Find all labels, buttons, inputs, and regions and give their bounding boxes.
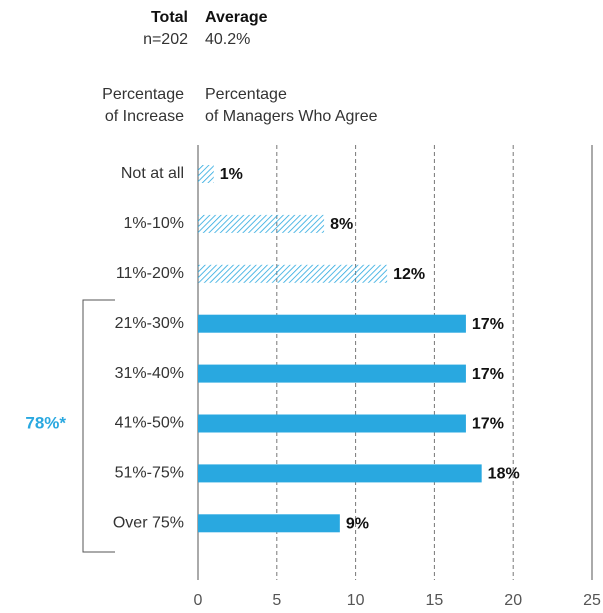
bar [198, 264, 388, 283]
value-label: 17% [472, 416, 504, 433]
bar [198, 214, 325, 233]
bar [198, 314, 466, 333]
average-value: 40.2% [205, 31, 250, 48]
y-tick-label: 11%-20% [116, 265, 184, 282]
bar [198, 514, 340, 533]
value-header: of Managers Who Agree [205, 108, 378, 125]
y-tick-label: 31%-40% [115, 365, 184, 382]
value-label: 12% [393, 266, 425, 283]
value-label: 1% [220, 166, 243, 183]
bar [198, 364, 466, 383]
bar [198, 464, 482, 483]
x-tick-label: 5 [272, 592, 281, 609]
bar [198, 414, 466, 433]
total-n: n=202 [143, 31, 188, 48]
y-tick-label: 21%-30% [115, 315, 184, 332]
value-label: 17% [472, 316, 504, 333]
x-tick-label: 10 [347, 592, 365, 609]
y-tick-label: Not at all [121, 165, 184, 182]
category-header: of Increase [105, 108, 184, 125]
y-tick-label: 1%-10% [124, 215, 184, 232]
value-label: 18% [488, 466, 520, 483]
value-label: 9% [346, 516, 369, 533]
value-label: 8% [330, 216, 353, 233]
x-tick-label: 20 [504, 592, 522, 609]
annotation: 78%* [25, 413, 66, 432]
bracket [82, 299, 115, 553]
x-tick-label: 15 [426, 592, 444, 609]
y-tick-label: Over 75% [113, 515, 184, 532]
x-tick-label: 25 [583, 592, 601, 609]
value-header: Percentage [205, 86, 287, 103]
bar [198, 165, 214, 183]
y-tick-label: 41%-50% [115, 415, 184, 432]
value-label: 17% [472, 366, 504, 383]
total-label: Total [151, 9, 188, 26]
y-tick-label: 51%-75% [115, 465, 184, 482]
x-tick-label: 0 [194, 592, 203, 609]
category-header: Percentage [102, 86, 184, 103]
average-label: Average [205, 9, 268, 26]
